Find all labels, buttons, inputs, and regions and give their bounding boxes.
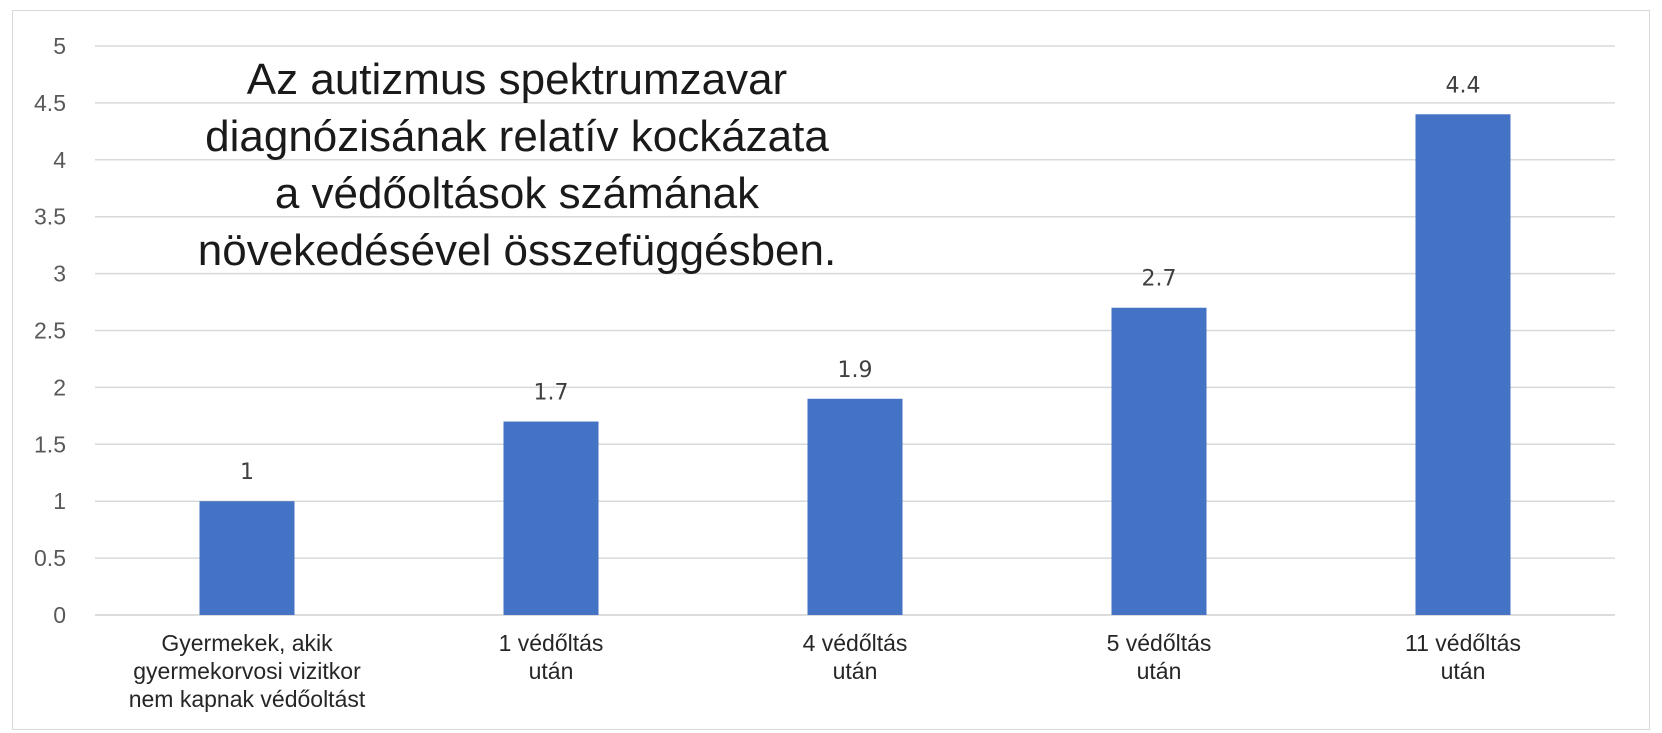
y-tick-label: 4 xyxy=(53,147,66,173)
y-tick-label: 5 xyxy=(53,33,66,59)
bar xyxy=(199,501,295,615)
y-tick-label: 1 xyxy=(53,488,66,514)
y-tick-label: 2.5 xyxy=(34,318,66,344)
bar xyxy=(1415,114,1511,615)
gridlines xyxy=(95,45,1615,616)
x-category-label: 4 védőltás xyxy=(803,630,908,656)
bars xyxy=(199,114,1511,615)
x-category-label: Gyermekek, akik xyxy=(161,630,333,656)
bar xyxy=(807,398,903,615)
x-category-label: nem kapnak védőoltást xyxy=(129,686,366,712)
x-category-label: gyermekorvosi vizitkor xyxy=(133,658,361,684)
y-tick-label: 4.5 xyxy=(34,90,66,116)
y-axis-ticks: 0 0.5 1 1.5 2 2.5 3 3.5 4 4.5 5 xyxy=(34,33,66,628)
x-category-label: 5 védőltás xyxy=(1107,630,1212,656)
bar xyxy=(503,421,599,615)
y-tick-label: 0 xyxy=(53,602,66,628)
x-category-label: után xyxy=(1441,658,1486,684)
y-tick-label: 3 xyxy=(53,261,66,287)
x-category-label: után xyxy=(529,658,574,684)
chart-title-line: diagnózisának relatív kockázata xyxy=(205,112,829,161)
y-tick-label: 1.5 xyxy=(34,431,66,457)
data-label: 1.7 xyxy=(534,381,569,406)
chart-title-line: növekedésével összefüggésben. xyxy=(198,226,836,275)
chart-title: Az autizmus spektrumzavar diagnózisának r… xyxy=(198,55,836,275)
data-label: 2.7 xyxy=(1142,267,1177,292)
y-tick-label: 2 xyxy=(53,374,66,400)
x-category-label: után xyxy=(1137,658,1182,684)
data-label: 4.4 xyxy=(1446,73,1481,98)
x-category-label: után xyxy=(833,658,878,684)
y-tick-label: 0.5 xyxy=(34,545,66,571)
chart-title-line: Az autizmus spektrumzavar xyxy=(247,55,787,104)
data-label: 1 xyxy=(240,460,254,485)
x-category-label: 11 védőltás xyxy=(1405,630,1521,656)
x-category-label: 1 védőltás xyxy=(499,630,604,656)
data-label: 1.9 xyxy=(838,358,873,383)
bar xyxy=(1111,307,1207,615)
data-labels: 1 1.7 1.9 2.7 4.4 xyxy=(240,73,1481,485)
y-tick-label: 3.5 xyxy=(34,204,66,230)
chart-title-line: a védőoltások számának xyxy=(275,169,760,218)
